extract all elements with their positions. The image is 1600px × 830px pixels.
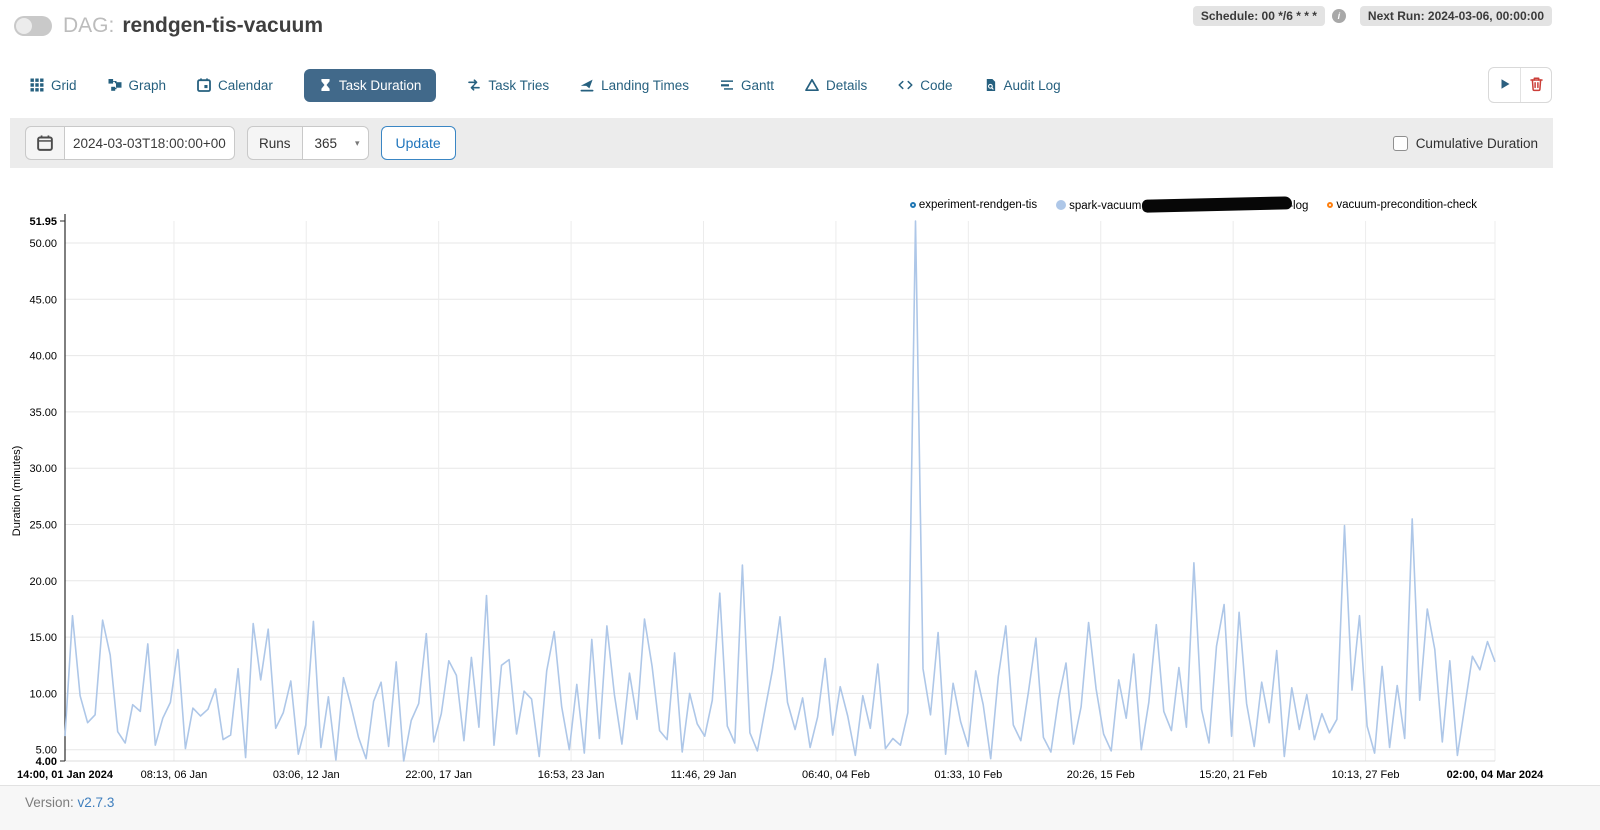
schedule-badge: Schedule: 00 */6 * * * bbox=[1192, 6, 1325, 26]
filter-bar: Runs 365 ▾ Update Cumulative Duration bbox=[10, 118, 1553, 168]
svg-text:08:13, 06 Jan: 08:13, 06 Jan bbox=[141, 769, 208, 781]
tab-label: Details bbox=[826, 77, 868, 93]
tab-details[interactable]: Details bbox=[805, 69, 867, 102]
tab-bar: Grid Graph Calendar Task Duration Task T… bbox=[30, 66, 1552, 104]
svg-text:40.00: 40.00 bbox=[29, 351, 57, 363]
chart-legend: experiment-rendgen-tis spark-vacuum- -log… bbox=[909, 196, 1477, 213]
calendar-picker-button[interactable] bbox=[25, 126, 65, 160]
repeat-icon bbox=[467, 78, 481, 92]
legend-item-spark-vacuum-log[interactable]: spark-vacuum- -log bbox=[1056, 196, 1308, 213]
version-link[interactable]: v2.7.3 bbox=[77, 795, 115, 810]
grid-icon bbox=[30, 78, 44, 92]
dag-label: DAG: bbox=[63, 14, 115, 37]
dag-name: rendgen-tis-vacuum bbox=[122, 14, 324, 37]
tab-audit-log[interactable]: Audit Log bbox=[984, 69, 1061, 102]
redaction-scribble bbox=[1142, 196, 1293, 213]
trash-icon bbox=[1529, 76, 1544, 95]
tab-label: Code bbox=[920, 77, 953, 93]
cumulative-duration-checkbox[interactable] bbox=[1392, 135, 1408, 151]
plane-arrival-icon bbox=[580, 78, 594, 92]
svg-text:15.00: 15.00 bbox=[29, 632, 57, 644]
legend-dot-open bbox=[1327, 202, 1334, 208]
cumulative-duration-label: Cumulative Duration bbox=[1415, 135, 1538, 151]
tab-label: Gantt bbox=[740, 77, 774, 93]
svg-text:01:33, 10 Feb: 01:33, 10 Feb bbox=[934, 769, 1002, 781]
update-button[interactable]: Update bbox=[380, 126, 456, 160]
svg-text:14:00, 01 Jan 2024: 14:00, 01 Jan 2024 bbox=[17, 769, 114, 781]
svg-text:15:20, 21 Feb: 15:20, 21 Feb bbox=[1199, 769, 1267, 781]
svg-text:4.00: 4.00 bbox=[36, 756, 57, 768]
trigger-dag-button[interactable] bbox=[1489, 68, 1520, 102]
dag-pause-toggle[interactable] bbox=[14, 16, 52, 36]
svg-text:51.95: 51.95 bbox=[29, 216, 57, 228]
svg-text:35.00: 35.00 bbox=[29, 407, 57, 419]
next-run-badge: Next Run: 2024-03-06, 00:00:00 bbox=[1359, 6, 1552, 26]
task-duration-chart-area: experiment-rendgen-tis spark-vacuum- -log… bbox=[0, 190, 1600, 782]
tab-label: Grid bbox=[51, 77, 77, 93]
svg-text:50.00: 50.00 bbox=[29, 238, 57, 250]
svg-text:5.00: 5.00 bbox=[36, 745, 57, 757]
tab-landing-times[interactable]: Landing Times bbox=[580, 69, 689, 102]
code-icon bbox=[898, 78, 913, 92]
runs-label: Runs bbox=[247, 126, 303, 160]
runs-selected-value: 365 bbox=[314, 135, 338, 151]
info-icon[interactable]: i bbox=[1331, 9, 1346, 23]
svg-text:45.00: 45.00 bbox=[29, 294, 57, 306]
svg-text:10:13, 27 Feb: 10:13, 27 Feb bbox=[1332, 769, 1400, 781]
tab-label: Calendar bbox=[218, 77, 273, 93]
calendar-icon bbox=[197, 78, 211, 92]
delete-dag-button[interactable] bbox=[1520, 68, 1551, 102]
svg-text:20:26, 15 Feb: 20:26, 15 Feb bbox=[1067, 769, 1135, 781]
gantt-icon bbox=[720, 78, 734, 92]
graph-icon bbox=[108, 78, 122, 92]
svg-text:06:40, 04 Feb: 06:40, 04 Feb bbox=[802, 769, 870, 781]
svg-text:10.00: 10.00 bbox=[29, 688, 57, 700]
base-date-input[interactable] bbox=[65, 126, 235, 160]
audit-file-icon bbox=[984, 78, 997, 92]
dag-actions bbox=[1488, 67, 1552, 103]
tab-task-duration[interactable]: Task Duration bbox=[303, 68, 437, 102]
svg-text:25.00: 25.00 bbox=[29, 520, 57, 532]
page-footer: Version: v2.7.3 bbox=[0, 785, 1600, 830]
legend-item-vacuum-precondition-check[interactable]: vacuum-precondition-check bbox=[1327, 199, 1477, 211]
tab-grid[interactable]: Grid bbox=[30, 69, 77, 102]
svg-text:30.00: 30.00 bbox=[29, 463, 57, 475]
page-header: DAG: rendgen-tis-vacuum Schedule: 00 */6… bbox=[0, 0, 1600, 56]
tab-label: Audit Log bbox=[1003, 77, 1061, 93]
legend-label: spark-vacuum- -log bbox=[1069, 196, 1308, 213]
svg-text:Duration (minutes): Duration (minutes) bbox=[11, 446, 23, 536]
svg-text:03:06, 12 Jan: 03:06, 12 Jan bbox=[273, 769, 340, 781]
tab-calendar[interactable]: Calendar bbox=[197, 69, 273, 102]
svg-text:22:00, 17 Jan: 22:00, 17 Jan bbox=[405, 769, 472, 781]
version-label: Version: bbox=[25, 795, 74, 810]
tab-label: Graph bbox=[128, 77, 167, 93]
task-duration-line-chart: 51.95 50.00 45.00 40.00 35.00 30.00 25.00 20.00… bbox=[11, 214, 1545, 781]
legend-dot-open bbox=[909, 202, 916, 208]
legend-label: vacuum-precondition-check bbox=[1336, 199, 1477, 211]
tab-code[interactable]: Code bbox=[898, 69, 953, 102]
tab-graph[interactable]: Graph bbox=[108, 69, 167, 102]
hourglass-icon bbox=[319, 78, 332, 92]
svg-text:11:46, 29 Jan: 11:46, 29 Jan bbox=[671, 769, 737, 781]
tab-label: Landing Times bbox=[601, 77, 689, 93]
legend-label: experiment-rendgen-tis bbox=[918, 199, 1038, 211]
runs-select[interactable]: 365 ▾ bbox=[302, 126, 369, 160]
tab-gantt[interactable]: Gantt bbox=[720, 69, 774, 102]
legend-dot-filled bbox=[1056, 200, 1067, 210]
legend-item-experiment-rendgen-tis[interactable]: experiment-rendgen-tis bbox=[909, 199, 1038, 211]
chevron-down-icon: ▾ bbox=[354, 137, 360, 148]
toggle-knob bbox=[16, 18, 32, 34]
svg-text:02:00, 04 Mar 2024: 02:00, 04 Mar 2024 bbox=[1447, 769, 1545, 781]
tab-label: Task Duration bbox=[338, 77, 422, 93]
play-icon bbox=[1498, 77, 1512, 94]
svg-text:20.00: 20.00 bbox=[29, 576, 57, 588]
triangle-icon bbox=[805, 78, 819, 92]
svg-text:16:53, 23 Jan: 16:53, 23 Jan bbox=[538, 769, 605, 781]
tab-task-tries[interactable]: Task Tries bbox=[467, 69, 549, 102]
tab-label: Task Tries bbox=[488, 77, 550, 93]
